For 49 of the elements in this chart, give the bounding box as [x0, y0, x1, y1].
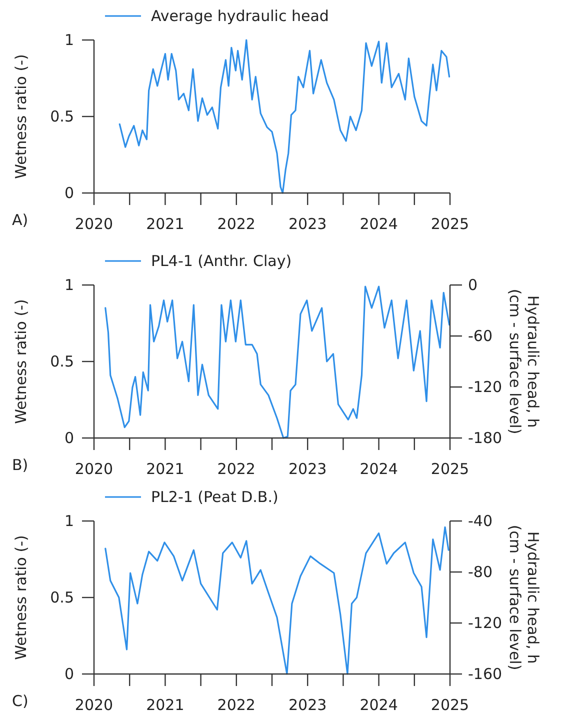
x-tick-label: 2024 — [360, 460, 398, 478]
x-tick-label: 2025 — [430, 215, 470, 233]
y2-tick-label: -120 — [468, 614, 502, 632]
x-tick-label: 2021 — [146, 696, 184, 714]
x-tick-label: 2020 — [74, 215, 114, 233]
y-tick-label: 0 — [64, 429, 74, 447]
y-tick-label: 1 — [64, 512, 74, 530]
x-tick-label: 2024 — [360, 215, 398, 233]
y-tick-label: 0.5 — [50, 352, 74, 370]
y-tick-label: 1 — [64, 276, 74, 294]
y2-tick-label: -80 — [468, 563, 492, 581]
legend-label: PL2-1 (Peat D.B.) — [151, 488, 278, 506]
line-series — [104, 286, 450, 439]
y2-axis-title: Hydraulic head, h (cm - surface level) — [506, 524, 542, 670]
text: B) — [12, 456, 28, 474]
y2-tick-label: -120 — [468, 378, 502, 396]
y2-tick-label: -160 — [468, 665, 502, 683]
x-tick-label: 2021 — [146, 215, 184, 233]
x-tick-label: 2020 — [74, 696, 114, 714]
x-tick-label: 2023 — [288, 215, 327, 233]
x-tick-label: 2020 — [74, 460, 114, 478]
y-axis-title: Wetness ratio (-) — [12, 535, 30, 660]
line-series — [104, 526, 450, 675]
y2-tick-label: -180 — [468, 429, 502, 447]
y2-axis-title: Hydraulic head, h (cm - surface level) — [506, 288, 542, 434]
y-axis-title: Wetness ratio (-) — [12, 299, 30, 424]
text: A) — [12, 211, 28, 229]
y-tick-label: 0 — [64, 184, 74, 202]
y-tick-label: 1 — [64, 31, 74, 49]
y-axis-title: Wetness ratio (-) — [12, 54, 30, 179]
legend-label: PL4-1 (Anthr. Clay) — [151, 252, 292, 270]
x-tick-label: 2025 — [430, 460, 470, 478]
x-tick-label: 2022 — [217, 696, 256, 714]
y2-tick-label: -60 — [468, 327, 492, 345]
y-tick-label: 0 — [64, 665, 74, 683]
y2-tick-label: -40 — [468, 512, 492, 530]
x-tick-label: 2023 — [288, 696, 327, 714]
x-tick-label: 2024 — [360, 696, 398, 714]
x-tick-label: 2023 — [288, 460, 327, 478]
x-tick-label: 2021 — [146, 460, 184, 478]
y2-tick-label: 0 — [468, 276, 478, 294]
legend-label: Average hydraulic head — [151, 7, 329, 25]
y-tick-label: 0.5 — [50, 108, 74, 126]
text: C) — [12, 692, 28, 710]
x-tick-label: 2022 — [217, 215, 256, 233]
line-series — [118, 39, 450, 194]
y-tick-label: 0.5 — [50, 588, 74, 606]
x-tick-label: 2022 — [217, 460, 256, 478]
x-tick-label: 2025 — [430, 696, 470, 714]
